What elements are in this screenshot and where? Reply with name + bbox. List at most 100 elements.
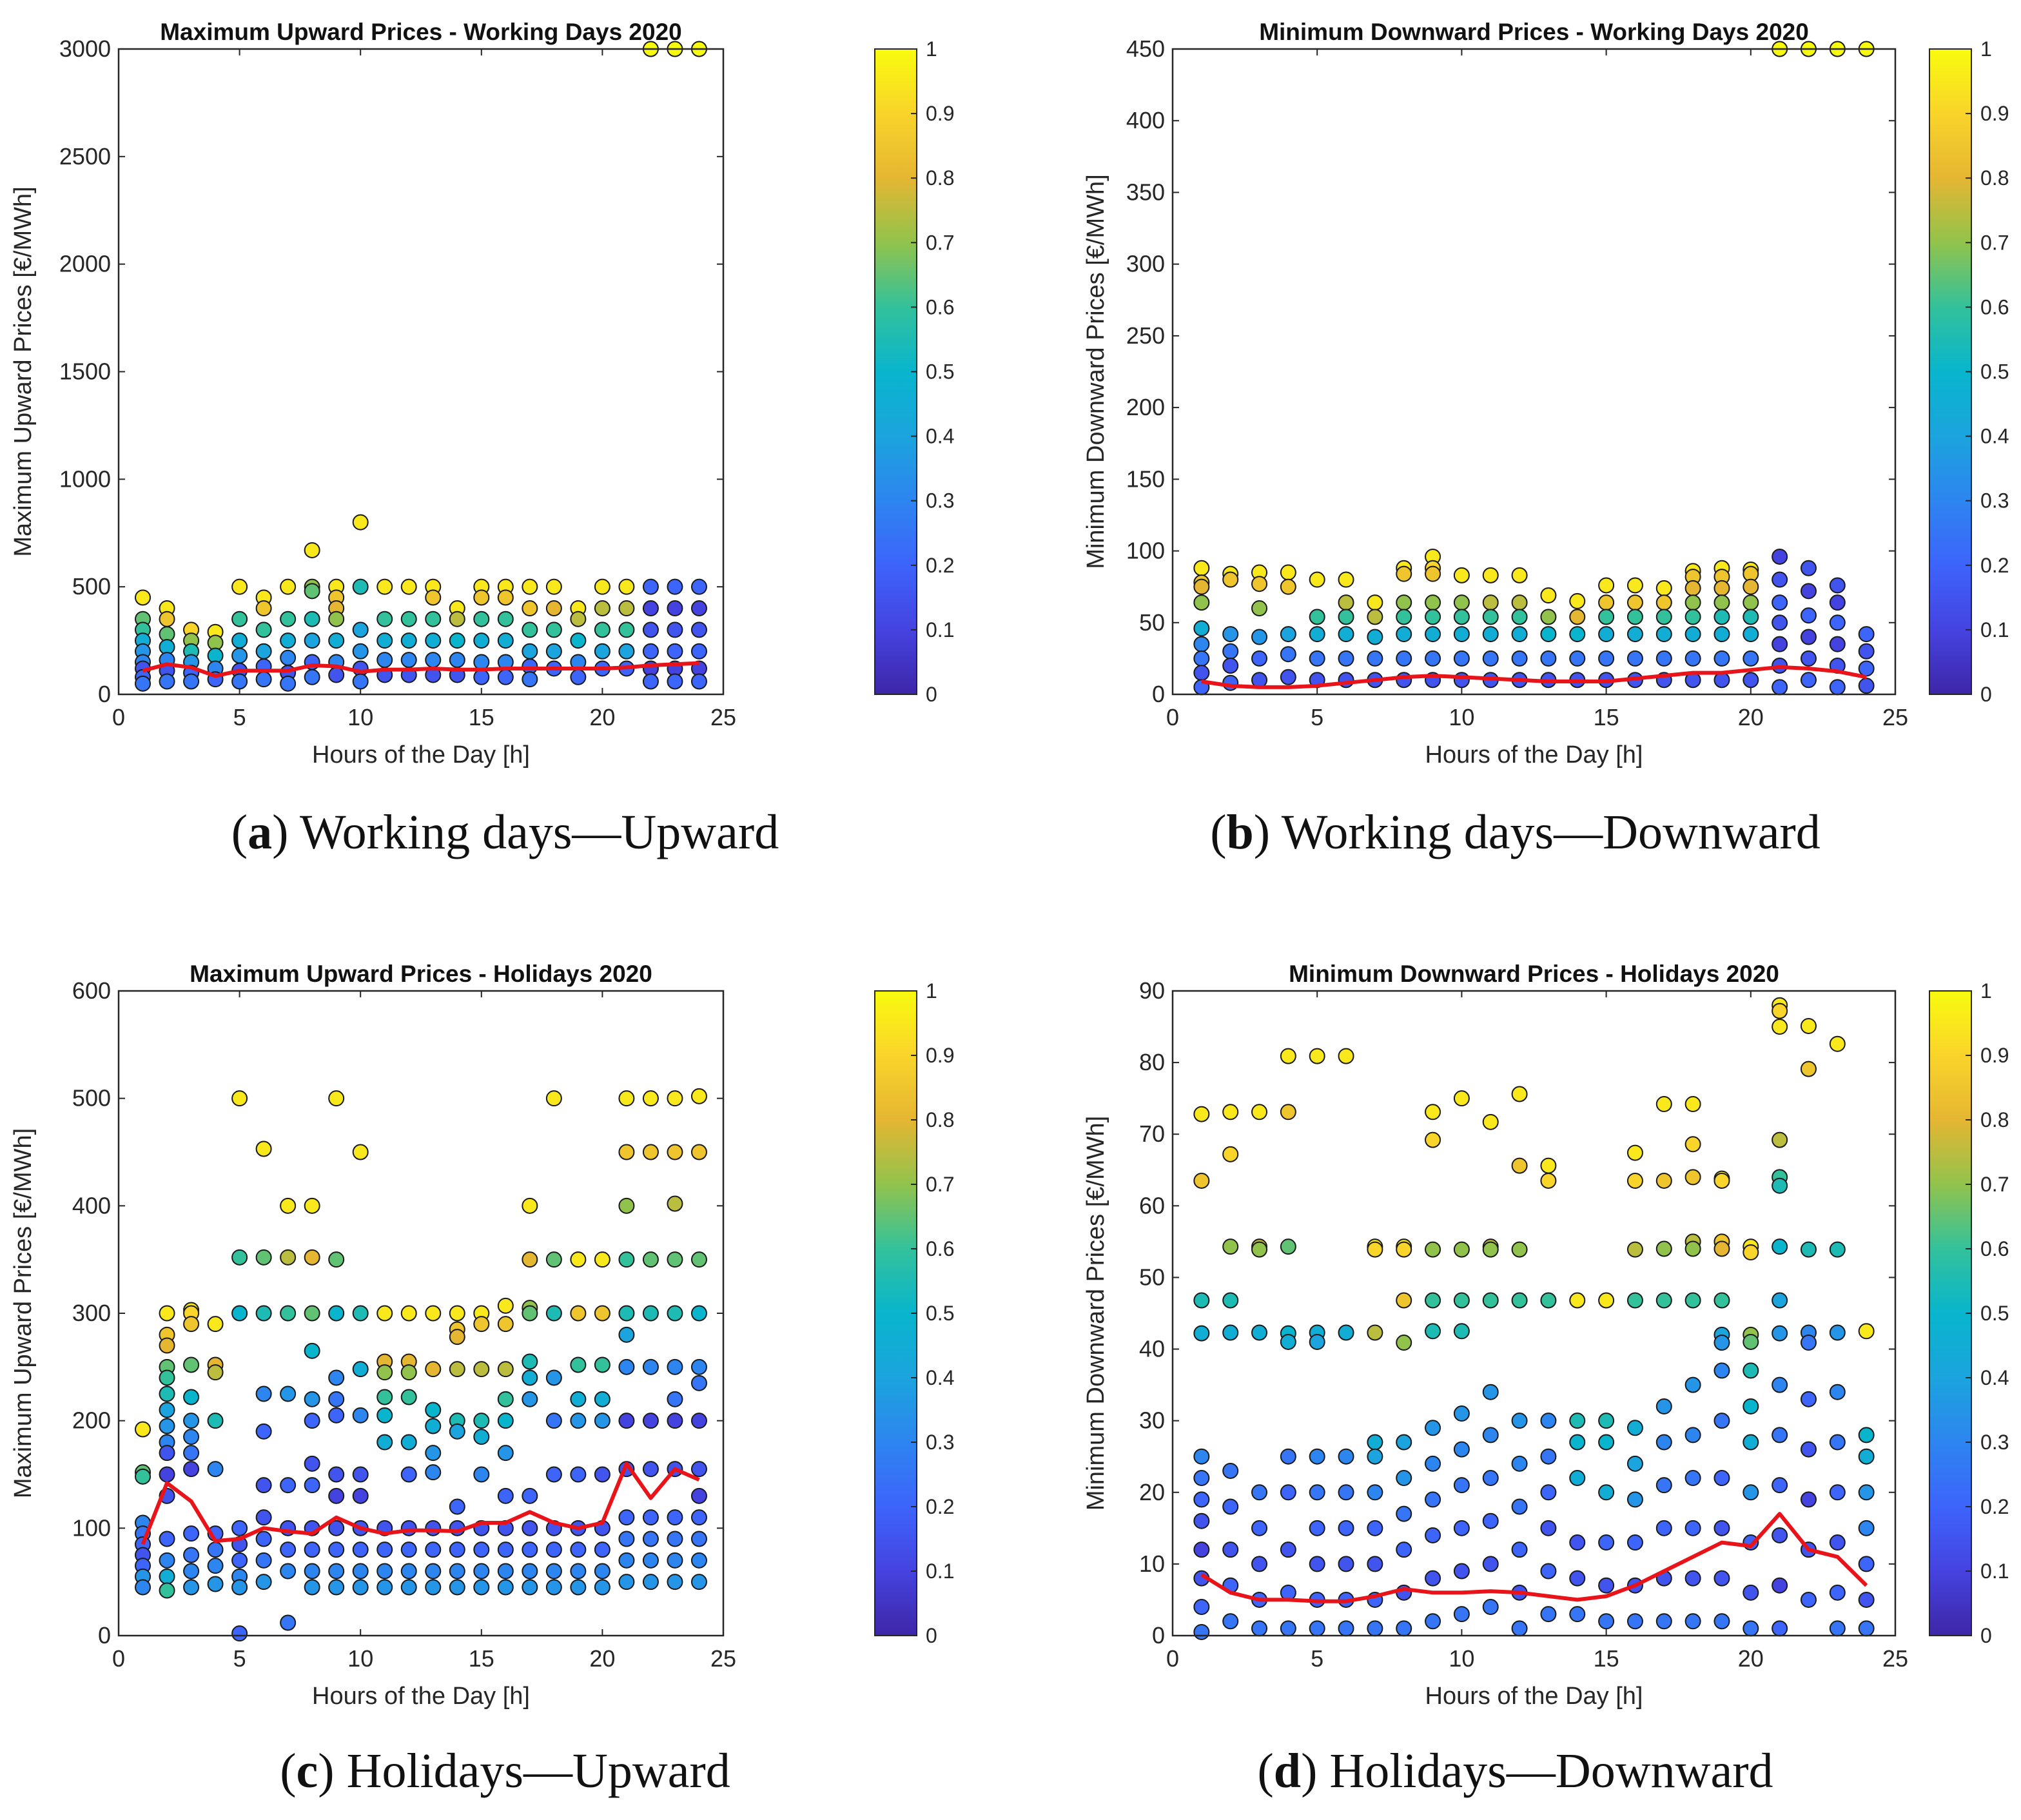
scatter-point	[1396, 1434, 1412, 1451]
scatter-point	[1772, 1177, 1788, 1194]
colorbar-tick-label: 0.5	[1980, 360, 2009, 384]
scatter-point	[1222, 1238, 1239, 1255]
scatter-point	[497, 1391, 514, 1407]
x-tick-label: 10	[1449, 1645, 1474, 1672]
scatter-point	[1829, 594, 1846, 611]
scatter-point	[642, 1413, 659, 1429]
y-tick-label: 60	[1139, 1192, 1165, 1218]
scatter-point	[159, 1466, 175, 1483]
scatter-point	[1743, 1362, 1759, 1379]
colorbar-tick-label: 0.7	[1980, 1173, 2009, 1196]
scatter-point	[1743, 672, 1759, 689]
y-tick-label: 300	[72, 1300, 111, 1326]
x-tick-label: 5	[1311, 704, 1323, 730]
scatter-point	[690, 1144, 707, 1160]
scatter-point	[1425, 650, 1441, 667]
colorbar-tick-label: 0.9	[926, 102, 954, 125]
scatter-point	[618, 1358, 635, 1375]
scatter-point	[1251, 1241, 1268, 1258]
scatter-point	[690, 1574, 707, 1590]
scatter-point	[618, 578, 635, 595]
scatter-point	[328, 632, 345, 649]
scatter-point	[618, 1326, 635, 1343]
scatter-point	[1800, 1061, 1817, 1077]
colorbar-tick-label: 1	[926, 979, 937, 1003]
scatter-point	[376, 1389, 393, 1405]
scatter-point	[1684, 1096, 1701, 1113]
x-tick-label: 5	[233, 704, 246, 730]
y-tick-label: 150	[1126, 465, 1165, 492]
scatter-point	[280, 578, 297, 595]
scatter-point	[1540, 1563, 1557, 1580]
scatter-point	[1280, 1104, 1296, 1120]
colorbar-tick-label: 0.6	[1980, 1237, 2009, 1260]
y-tick-label: 80	[1139, 1049, 1165, 1075]
scatter-point	[376, 611, 393, 627]
scatter-point	[1743, 1484, 1759, 1501]
caption-letter: a	[248, 805, 273, 859]
x-tick-label: 5	[233, 1645, 246, 1672]
scatter-point	[1569, 1470, 1586, 1487]
chart-panel-b: Minimum Downward Prices - Working Days 2…	[1082, 19, 2009, 768]
scatter-point	[255, 1249, 272, 1266]
scatter-point	[1713, 609, 1730, 625]
scatter-point	[690, 643, 707, 660]
scatter-point	[1598, 1534, 1615, 1551]
scatter-point	[1800, 650, 1817, 667]
scatter-point	[207, 1316, 224, 1333]
colorbar-tick-label: 0.4	[1980, 1366, 2009, 1389]
scatter-point	[1655, 594, 1672, 611]
caption-text: Working days—Downward	[1281, 805, 1821, 859]
scatter-point	[1511, 650, 1528, 667]
scatter-point	[352, 1466, 369, 1483]
scatter-point	[618, 1144, 635, 1160]
scatter-point	[1655, 609, 1672, 625]
scatter-point	[449, 1361, 465, 1378]
scatter-point	[618, 1574, 635, 1590]
scatter-point	[1713, 1613, 1730, 1630]
scatter-point	[449, 1541, 465, 1558]
scatter-point	[642, 1358, 659, 1375]
scatter-point	[1222, 643, 1239, 660]
mean-line	[142, 661, 699, 678]
scatter-point	[1858, 660, 1875, 677]
scatter-point	[1772, 1376, 1788, 1393]
scatter-point	[1626, 577, 1643, 594]
colorbar-tick-label: 0.4	[926, 1366, 954, 1389]
scatter-point	[1655, 626, 1672, 643]
y-tick-label: 600	[72, 977, 111, 1004]
scatter-point	[1655, 650, 1672, 667]
plot-area	[1173, 991, 1895, 1636]
axes-frame	[1171, 990, 1897, 1637]
scatter-point	[1251, 1520, 1268, 1536]
scatter-point	[1396, 650, 1412, 667]
scatter-point	[1193, 1623, 1210, 1640]
scatter-point	[1800, 1391, 1817, 1407]
scatter-point	[497, 1579, 514, 1596]
y-tick-label: 70	[1139, 1120, 1165, 1147]
scatter-point	[618, 1251, 635, 1268]
colorbar-gradient	[1929, 48, 1972, 695]
scatter-point	[183, 1356, 200, 1373]
scatter-point	[1800, 607, 1817, 624]
scatter-point	[376, 578, 393, 595]
scatter-point	[183, 1445, 200, 1462]
x-tick-label: 20	[1738, 704, 1764, 730]
scatter-point	[135, 589, 151, 606]
scatter-point	[667, 1531, 683, 1547]
y-tick-label: 350	[1126, 179, 1165, 205]
scatter-point	[135, 1579, 151, 1596]
scatter-point	[1684, 650, 1701, 667]
colorbar-tick-label: 1	[1980, 979, 1992, 1003]
scatter-point	[280, 1249, 297, 1266]
scatter-point	[667, 1574, 683, 1590]
scatter-point	[328, 1369, 345, 1386]
chart-title: Maximum Upward Prices - Holidays 2020	[190, 961, 652, 987]
scatter-point	[642, 1461, 659, 1478]
scatter-point	[183, 673, 200, 690]
chart-panel-c: Maximum Upward Prices - Holidays 2020 0 5 1…	[10, 961, 954, 1710]
scatter-point	[1569, 592, 1586, 609]
scatter-point	[1800, 1017, 1817, 1034]
scatter-point	[159, 1402, 175, 1418]
scatter-point	[352, 1407, 369, 1424]
